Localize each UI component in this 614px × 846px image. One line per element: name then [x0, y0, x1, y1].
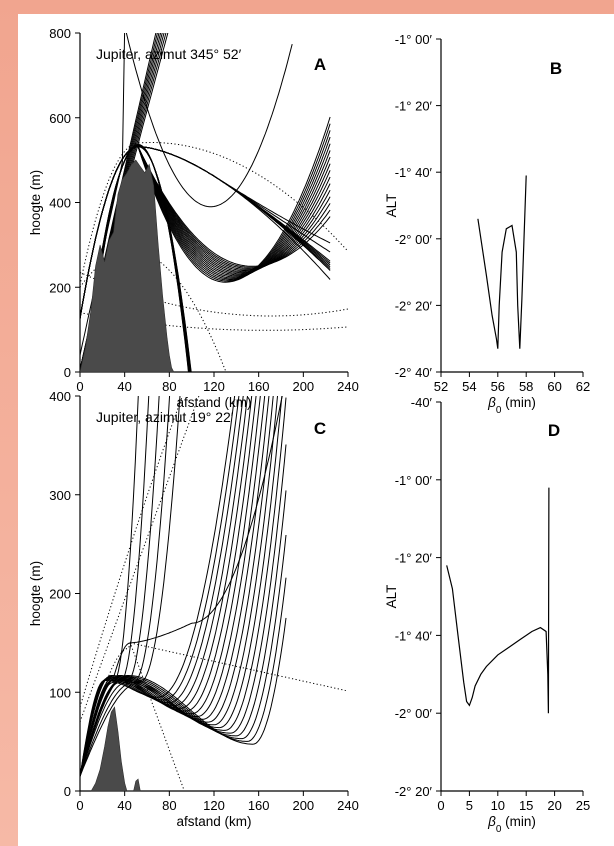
ray-fan — [80, 396, 348, 791]
x-tick-label: 60 — [547, 379, 561, 394]
y-tick-label: -2° 20′ — [395, 298, 433, 313]
y-tick-label: 400 — [49, 389, 71, 404]
x-axis-title: β0 (min) — [487, 814, 536, 835]
ray-path-dotted — [80, 142, 348, 286]
y-axis-title: hoogte (m) — [28, 561, 43, 626]
ray-path — [80, 396, 283, 777]
alt-curve — [477, 175, 527, 349]
y-tick-label: -1° 00′ — [395, 32, 433, 47]
x-axis-title: β0 (min) — [487, 395, 536, 416]
y-tick-label: 100 — [49, 685, 71, 700]
y-tick-label: -1° 00′ — [395, 473, 433, 488]
y-tick-label: -1° 20′ — [395, 551, 433, 566]
x-tick-label: 15 — [519, 798, 533, 813]
panel-title: Jupiter, azimut 345° 52′ — [96, 46, 242, 62]
alt-curve — [446, 487, 550, 714]
y-tick-label: 300 — [49, 488, 71, 503]
x-tick-label: 200 — [292, 798, 314, 813]
ray-path — [80, 396, 181, 777]
x-tick-label: 40 — [117, 798, 131, 813]
y-tick-label: -2° 40′ — [395, 365, 433, 380]
x-tick-label: 0 — [76, 798, 83, 813]
x-tick-label: 58 — [519, 379, 533, 394]
y-tick-label: 600 — [49, 111, 71, 126]
x-tick-label: 80 — [162, 379, 176, 394]
y-tick-label: -40′ — [411, 395, 433, 410]
x-tick-label: 240 — [337, 798, 359, 813]
ray-path-dotted — [130, 642, 348, 692]
y-tick-label: 800 — [49, 26, 71, 41]
terrain-profile — [79, 159, 175, 373]
y-tick-label: 0 — [64, 365, 71, 380]
panel-d-chart: 0 5 10 15 20 25 -40′ -1° 00′ -1° 20′ -1° 40′ -2° 0… — [384, 395, 590, 835]
y-tick-label: -2° 20′ — [395, 784, 433, 799]
x-tick-label: 25 — [576, 798, 590, 813]
ray-path — [80, 146, 331, 319]
figure: 0 40 80 120 160 200 240 0 200 400 600 800 afstand (k… — [18, 14, 614, 846]
panel-title: Jupiter, azimut 19° 22′ — [96, 409, 234, 425]
y-axis-title: ALT — [384, 585, 399, 609]
ray-fan — [80, 33, 348, 372]
x-tick-label: 20 — [547, 798, 561, 813]
ray-path — [80, 396, 171, 777]
terrain-profile — [90, 706, 141, 792]
x-tick-label: 56 — [491, 379, 505, 394]
x-tick-label: 62 — [576, 379, 590, 394]
ray-path — [80, 396, 160, 777]
x-tick-label: 160 — [248, 798, 270, 813]
y-tick-label: -1° 40′ — [395, 628, 433, 643]
ray-path-dotted — [80, 396, 200, 723]
y-tick-label: 200 — [49, 280, 71, 295]
x-tick-label: 10 — [491, 798, 505, 813]
x-tick-label: 54 — [462, 379, 476, 394]
ray-path-dotted — [80, 641, 185, 791]
panel-letter: D — [548, 421, 560, 440]
x-tick-label: 0 — [437, 798, 444, 813]
x-tick-label: 80 — [162, 798, 176, 813]
ray-path — [87, 143, 189, 372]
ray-path — [80, 33, 293, 356]
panel-c-chart: 0 40 80 120 160 200 240 0 100 200 300 400 afstand (k… — [28, 389, 359, 829]
x-tick-label: 120 — [203, 379, 225, 394]
x-tick-label: 120 — [203, 798, 225, 813]
x-tick-label: 0 — [76, 379, 83, 394]
panel-letter: C — [314, 419, 326, 438]
y-tick-label: -2° 00′ — [395, 232, 433, 247]
x-tick-label: 200 — [292, 379, 314, 394]
x-tick-label: 160 — [248, 379, 270, 394]
y-axis-title: hoogte (m) — [28, 170, 43, 235]
x-tick-label: 40 — [117, 379, 131, 394]
y-tick-label: -1° 20′ — [395, 99, 433, 114]
panel-letter: A — [314, 55, 326, 74]
ray-path — [80, 396, 150, 777]
panel-letter: B — [550, 59, 562, 78]
x-axis-title: afstand (km) — [176, 814, 251, 829]
y-tick-label: -2° 00′ — [395, 706, 433, 721]
panel-b-chart: 52 54 56 58 60 62 -1° 00′ -1° 20′ -1° 40′ -2° 00′… — [384, 32, 590, 416]
x-tick-label: 52 — [434, 379, 448, 394]
panel-a-chart: 0 40 80 120 160 200 240 0 200 400 600 800 afstand (k… — [28, 26, 359, 410]
x-tick-label: 240 — [337, 379, 359, 394]
y-tick-label: 200 — [49, 587, 71, 602]
ray-path — [80, 396, 139, 777]
y-axis-title: ALT — [384, 194, 399, 218]
y-tick-label: 400 — [49, 196, 71, 211]
x-tick-label: 5 — [466, 798, 473, 813]
y-tick-label: -1° 40′ — [395, 165, 433, 180]
x-axis-title: afstand (km) — [176, 395, 251, 410]
y-tick-label: 0 — [64, 784, 71, 799]
